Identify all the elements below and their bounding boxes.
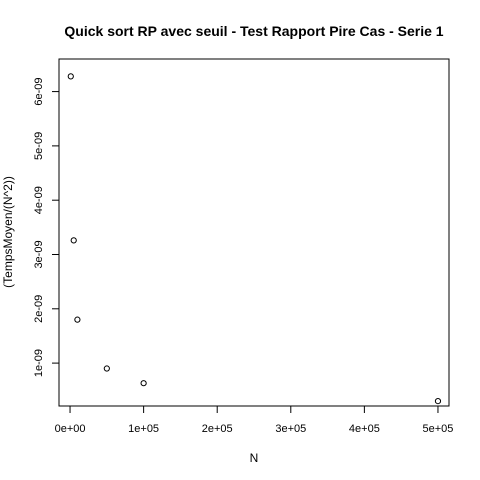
y-tick-label: 4e-09 — [33, 186, 45, 214]
y-tick-label: 5e-09 — [33, 132, 45, 160]
x-tick-label: 1e+05 — [128, 423, 159, 435]
x-tick-label: 2e+05 — [202, 423, 233, 435]
y-tick-label: 3e-09 — [33, 240, 45, 268]
x-axis-label: N — [250, 451, 259, 465]
x-tick-label: 4e+05 — [349, 423, 380, 435]
y-axis-label: (TempsMoyen/(N^2)) — [1, 176, 15, 288]
y-tick-label: 6e-09 — [33, 78, 45, 106]
x-tick-label: 5e+05 — [423, 423, 454, 435]
x-tick-label: 3e+05 — [275, 423, 306, 435]
x-tick-label: 0e+00 — [55, 423, 86, 435]
chart-title: Quick sort RP avec seuil - Test Rapport … — [64, 23, 443, 39]
y-tick-label: 1e-09 — [33, 349, 45, 377]
y-tick-label: 2e-09 — [33, 295, 45, 323]
